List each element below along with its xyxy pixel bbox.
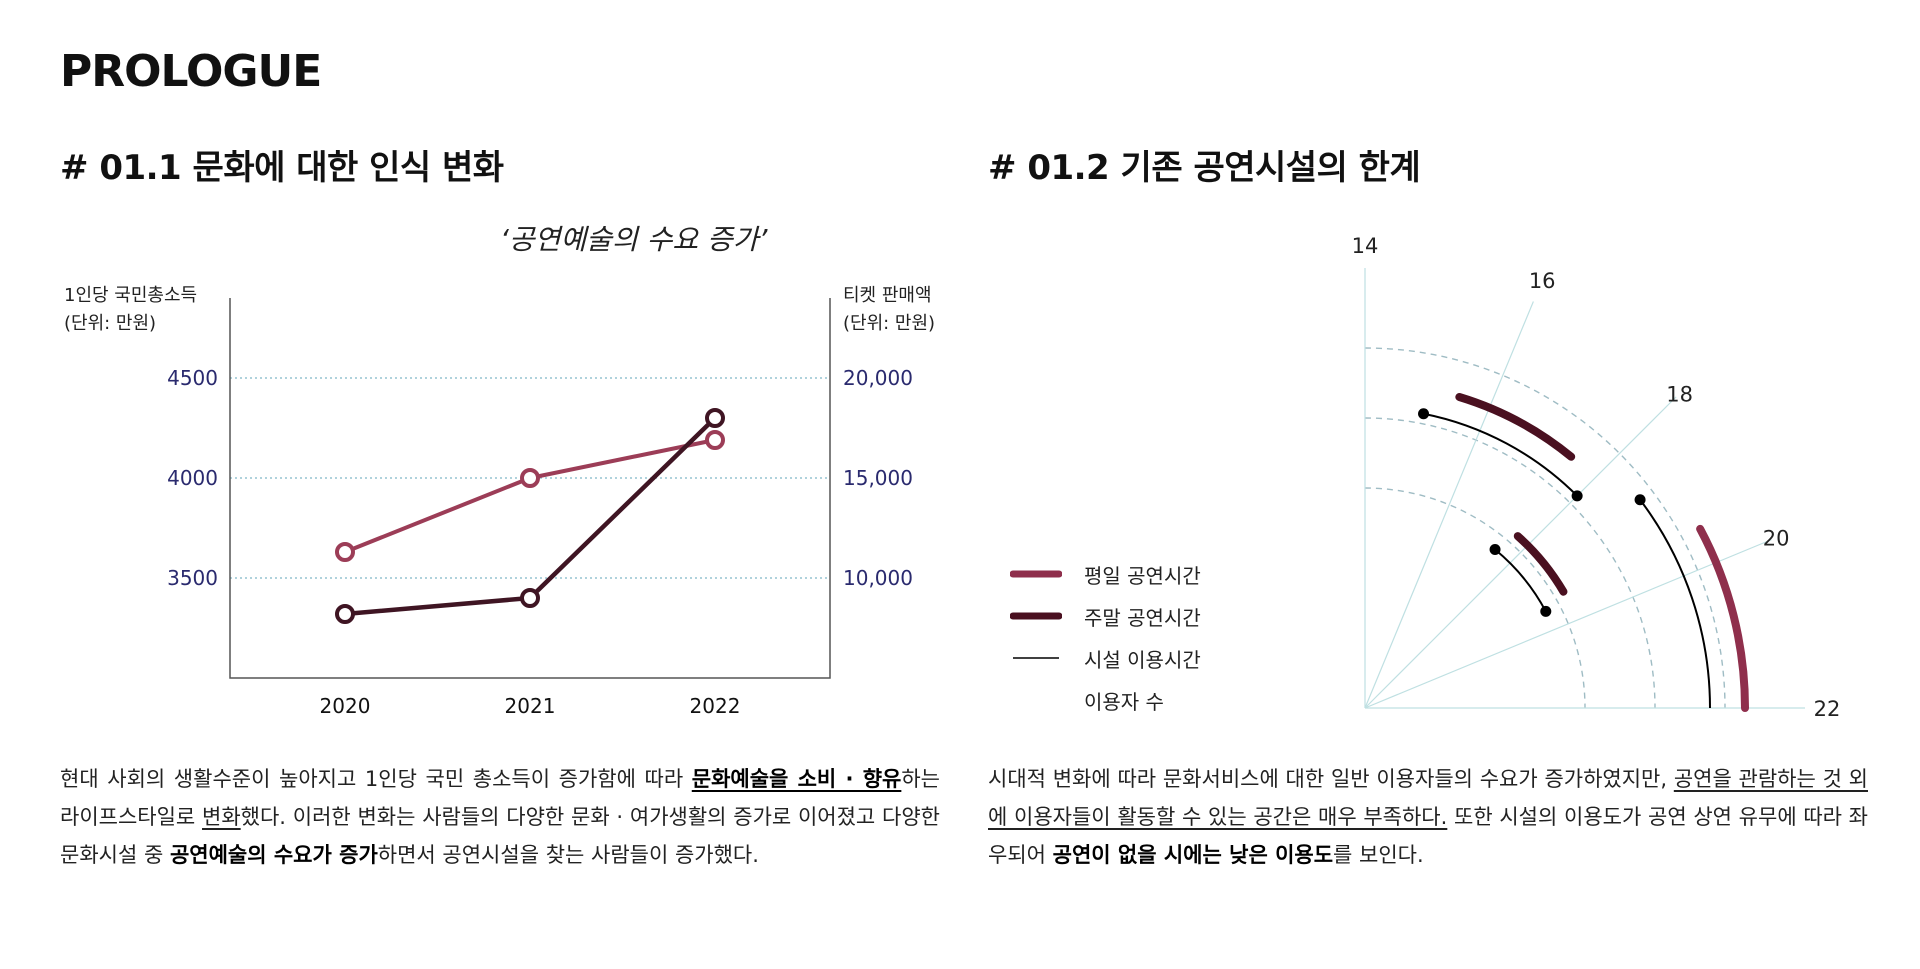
- text-run: 하면서 공연시설을 찾는 사람들이 증가했다.: [377, 843, 759, 867]
- legend-item-weekend: 주말 공연시간: [1010, 595, 1201, 637]
- y-left-tick-label: 4500: [167, 366, 218, 390]
- y-left-label-line1: 1인당 국민총소득: [64, 285, 198, 306]
- text-run: 했다. 이러한 변화는 사람들의 다양한 문화 · 여가생활의 증가로 이어졌고…: [60, 805, 940, 867]
- hour-label: 20: [1763, 527, 1790, 551]
- page-title: PROLOGUE: [60, 46, 322, 97]
- plot-frame: [229, 298, 831, 679]
- text-underline: 공연을 관람하는 것 외에 이용자들이 활동할 수 있는 공간은 매우 부족하다…: [988, 767, 1868, 829]
- legend-swatch-weekend: [1010, 612, 1062, 620]
- series-line: [344, 416, 717, 617]
- facility-arc: [1494, 548, 1547, 612]
- section-heading-1: # 01.1 문화에 대한 인식 변화: [60, 148, 504, 188]
- y-right-tick-label: 10,000: [843, 566, 913, 590]
- performance-arc: [1696, 524, 1749, 712]
- facility-arc: [1639, 499, 1711, 709]
- legend-label: 시설 이용시간: [1084, 647, 1201, 672]
- data-point: [520, 468, 540, 488]
- text-run: 시대적 변화에 따라 문화서비스에 대한 일반 이용자들의 수요가 증가하였지만…: [988, 767, 1674, 791]
- legend-item-facility: 시설 이용시간: [1010, 637, 1201, 679]
- data-point: [335, 604, 355, 624]
- performance-arc: [1513, 532, 1568, 596]
- facility-start-dot: [1489, 544, 1501, 556]
- chart-title: ‘공연예술의 수요 증가’: [500, 223, 768, 256]
- y-right-axis-label: 티켓 판매액 (단위: 만원): [843, 282, 935, 338]
- hour-spoke: [1364, 301, 1534, 709]
- y-left-tick-label: 4000: [167, 466, 218, 490]
- hour-label: 14: [1352, 234, 1379, 258]
- facility-start-dot: [1634, 494, 1646, 506]
- hour-spoke: [1364, 539, 1772, 709]
- y-right-tick-label: 20,000: [843, 366, 913, 390]
- text-run: 현대 사회의 생활수준이 높아지고 1인당 국민 총소득이 증가함에 따라: [60, 767, 692, 791]
- data-point: [335, 542, 355, 562]
- hour-label: 18: [1666, 382, 1693, 406]
- x-tick-label: 2020: [320, 694, 371, 718]
- y-right-label-line1: 티켓 판매액: [843, 285, 932, 306]
- x-tick-label: 2022: [690, 694, 741, 718]
- text-run: 또한 시설의 이용도가 공연 상연 유무에 따라 좌우되어: [988, 805, 1869, 867]
- hour-spoke: [1364, 396, 1677, 709]
- legend-swatch-facility: [1013, 657, 1059, 659]
- legend-item-users: 이용자 수: [1010, 679, 1201, 721]
- radial-chart: 14 16 18 20 22: [1352, 234, 1841, 720]
- data-point: [705, 408, 725, 428]
- text-emphasis: 문화예술을 소비 · 향유: [691, 767, 902, 791]
- facility-end-dot: [1540, 605, 1552, 617]
- facility-start-dot: [1418, 408, 1430, 420]
- data-point: [520, 588, 540, 608]
- y-right-tick-label: 15,000: [843, 466, 913, 490]
- y-left-axis-label: 1인당 국민총소득 (단위: 만원): [64, 282, 197, 338]
- facility-end-dot: [1571, 490, 1583, 502]
- legend-swatch-weekday: [1010, 570, 1062, 578]
- hour-label: 22: [1814, 697, 1841, 720]
- text-run: 를 보인다.: [1333, 843, 1424, 867]
- section-heading-2: # 01.2 기존 공연시설의 한계: [988, 148, 1421, 188]
- series-line: [344, 438, 716, 554]
- legend-label: 평일 공연시간: [1084, 563, 1201, 588]
- x-tick-label: 2021: [505, 694, 556, 718]
- legend-label: 이용자 수: [1084, 689, 1164, 714]
- text-underline: 변화: [202, 805, 241, 829]
- text-emphasis: 공연이 없을 시에는 낮은 이용도: [1052, 843, 1334, 867]
- performance-arc: [1455, 392, 1576, 461]
- data-point: [705, 430, 725, 450]
- y-left-tick-label: 3500: [167, 566, 218, 590]
- grid-ring: [1364, 487, 1586, 709]
- hour-label: 16: [1529, 269, 1556, 293]
- line-chart: 4500 4000 3500 20,000 15,000 10,000 2020 2021 20…: [167, 298, 913, 718]
- left-paragraph: 현대 사회의 생활수준이 높아지고 1인당 국민 총소득이 증가함에 따라 문화…: [60, 760, 940, 874]
- legend: 평일 공연시간 주말 공연시간 시설 이용시간 이용자 수: [1010, 553, 1201, 721]
- legend-label: 주말 공연시간: [1084, 605, 1201, 630]
- right-paragraph: 시대적 변화에 따라 문화서비스에 대한 일반 이용자들의 수요가 증가하였지만…: [988, 760, 1868, 874]
- text-run: 하는 라이프스타일로: [60, 767, 940, 829]
- y-left-label-line2: (단위: 만원): [64, 313, 157, 334]
- grid-ring: [1364, 417, 1656, 709]
- legend-item-weekday: 평일 공연시간: [1010, 553, 1201, 595]
- y-right-label-line2: (단위: 만원): [843, 313, 936, 334]
- facility-arc: [1423, 412, 1578, 497]
- text-emphasis: 공연예술의 수요가 증가: [169, 843, 378, 867]
